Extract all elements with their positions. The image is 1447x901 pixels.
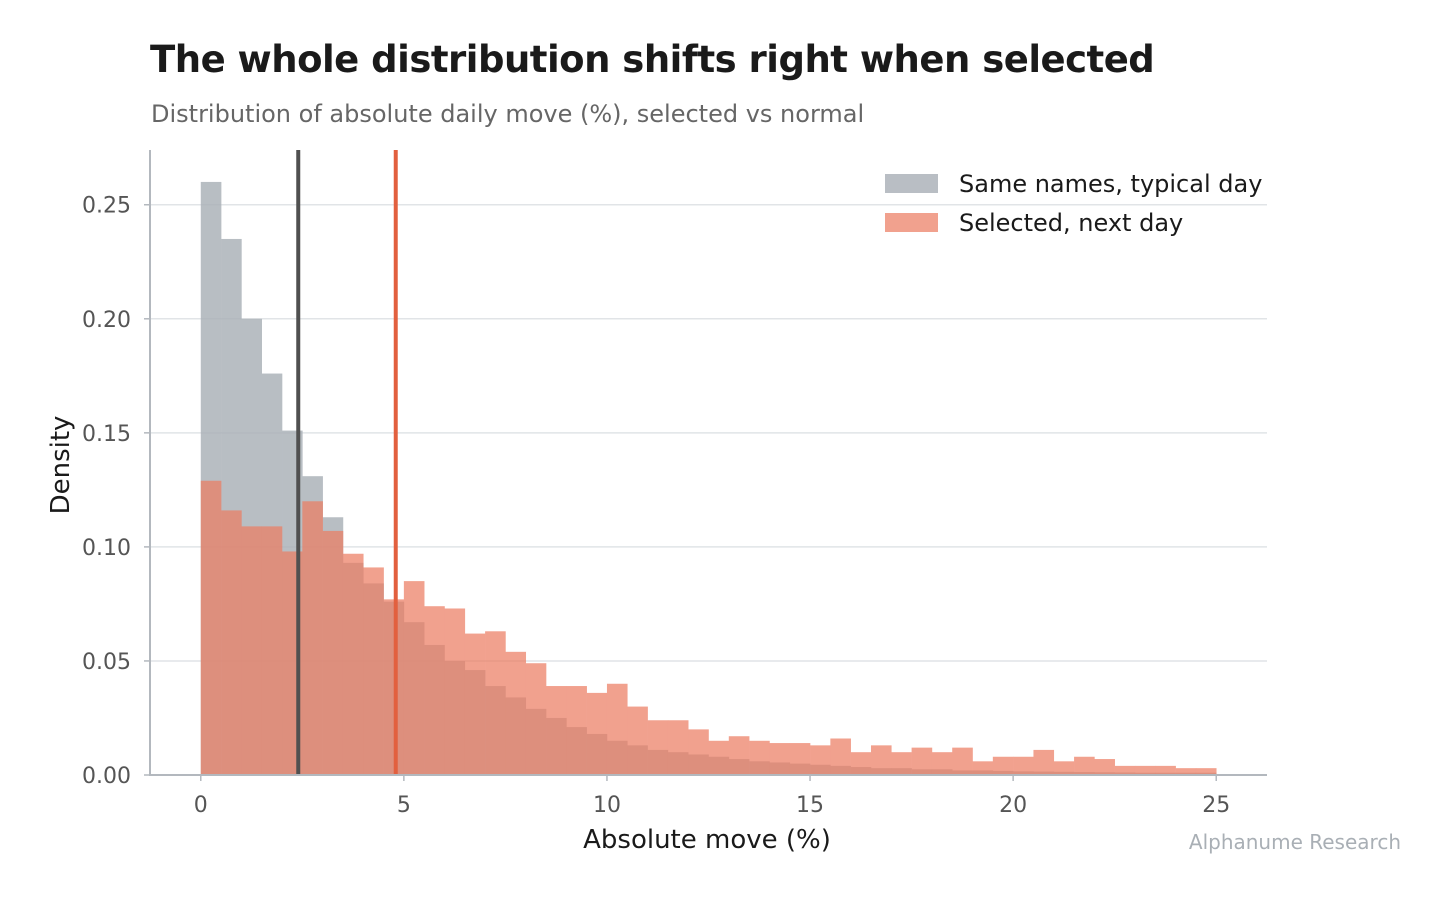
- bar-s1-25: [708, 740, 730, 775]
- bar-s1-47: [1155, 765, 1176, 775]
- bar-s1-35: [911, 747, 933, 775]
- bar-s1-3: [261, 526, 283, 775]
- bar-s1-27: [749, 740, 770, 775]
- bar-s1-33: [870, 745, 892, 775]
- watermark: Alphanume Research: [1188, 830, 1401, 854]
- y-axis-label: Density: [46, 416, 76, 515]
- bar-s1-11: [424, 606, 445, 775]
- bar-s1-24: [688, 729, 709, 775]
- bar-s1-7: [342, 553, 364, 775]
- bar-s1-34: [891, 752, 912, 775]
- bar-s1-49: [1195, 768, 1217, 775]
- bar-s1-22: [647, 720, 669, 775]
- bar-s1-21: [627, 706, 648, 775]
- bar-s1-41: [1033, 749, 1055, 775]
- bar-s1-16: [525, 663, 547, 775]
- histogram-bars: [200, 181, 1217, 776]
- x-tick-label-3: 15: [796, 793, 824, 818]
- bar-s1-37: [952, 747, 973, 775]
- bar-s1-14: [485, 631, 506, 775]
- bar-s1-30: [810, 745, 831, 775]
- bar-s1-17: [546, 686, 567, 775]
- bar-s1-10: [403, 581, 425, 775]
- chart-title: The whole distribution shifts right when…: [150, 38, 1155, 81]
- bar-s1-13: [464, 633, 486, 775]
- y-tick-label-5: 0.25: [82, 194, 131, 219]
- bar-s1-0: [200, 480, 222, 775]
- bar-s1-8: [363, 567, 384, 775]
- bar-s1-5: [302, 501, 323, 775]
- bar-s1-6: [322, 530, 344, 775]
- bar-s1-32: [850, 752, 872, 775]
- bar-s1-43: [1074, 756, 1095, 775]
- legend-label-0: Same names, typical day: [959, 170, 1262, 198]
- chart-subtitle: Distribution of absolute daily move (%),…: [151, 100, 865, 128]
- bar-s1-23: [667, 720, 689, 775]
- x-axis-label: Absolute move (%): [583, 825, 831, 855]
- bar-s1-1: [221, 510, 242, 775]
- y-tick-label-1: 0.05: [82, 650, 131, 675]
- bar-s1-48: [1175, 768, 1197, 775]
- legend-swatch-0: [885, 174, 938, 193]
- bar-s1-12: [444, 608, 466, 775]
- legend-swatch-1: [885, 213, 938, 232]
- x-tick-label-5: 25: [1202, 793, 1230, 818]
- bar-s1-45: [1114, 765, 1136, 775]
- series-1-bars: [200, 480, 1217, 775]
- bar-s1-46: [1134, 765, 1156, 775]
- bar-s1-36: [931, 752, 953, 775]
- y-tick-label-3: 0.15: [82, 422, 131, 447]
- x-tick-label-0: 0: [194, 793, 208, 818]
- tick-labels: 0.00 0.05 0.10 0.15 0.20 0.25 0 5 10 15 20 25: [82, 194, 1230, 818]
- bar-s1-19: [586, 692, 608, 775]
- x-tick-label-4: 20: [999, 793, 1027, 818]
- legend-label-1: Selected, next day: [959, 209, 1183, 237]
- mean-lines: [296, 150, 398, 775]
- bar-s1-39: [992, 756, 1014, 775]
- y-tick-label-2: 0.10: [82, 536, 131, 561]
- legend: Same names, typical day Selected, next da…: [885, 170, 1262, 237]
- bar-s1-28: [769, 743, 791, 775]
- axes: [149, 150, 1267, 776]
- y-tick-label-0: 0.00: [82, 764, 131, 789]
- bar-s1-20: [606, 683, 628, 775]
- bar-s1-15: [505, 651, 527, 775]
- bar-s1-29: [789, 743, 811, 775]
- bar-s1-2: [241, 526, 262, 775]
- x-tick-label-1: 5: [397, 793, 411, 818]
- bar-s1-42: [1053, 761, 1075, 775]
- x-tick-label-2: 10: [593, 793, 621, 818]
- bar-s1-26: [728, 736, 750, 775]
- bar-s1-18: [566, 686, 587, 775]
- bar-s1-40: [1013, 756, 1034, 775]
- y-tick-label-4: 0.20: [82, 308, 131, 333]
- bar-s1-38: [972, 761, 994, 775]
- bar-s1-44: [1094, 759, 1115, 775]
- bar-s1-31: [830, 738, 851, 775]
